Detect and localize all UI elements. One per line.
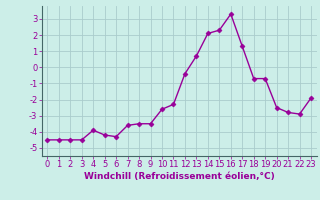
X-axis label: Windchill (Refroidissement éolien,°C): Windchill (Refroidissement éolien,°C) xyxy=(84,172,275,181)
